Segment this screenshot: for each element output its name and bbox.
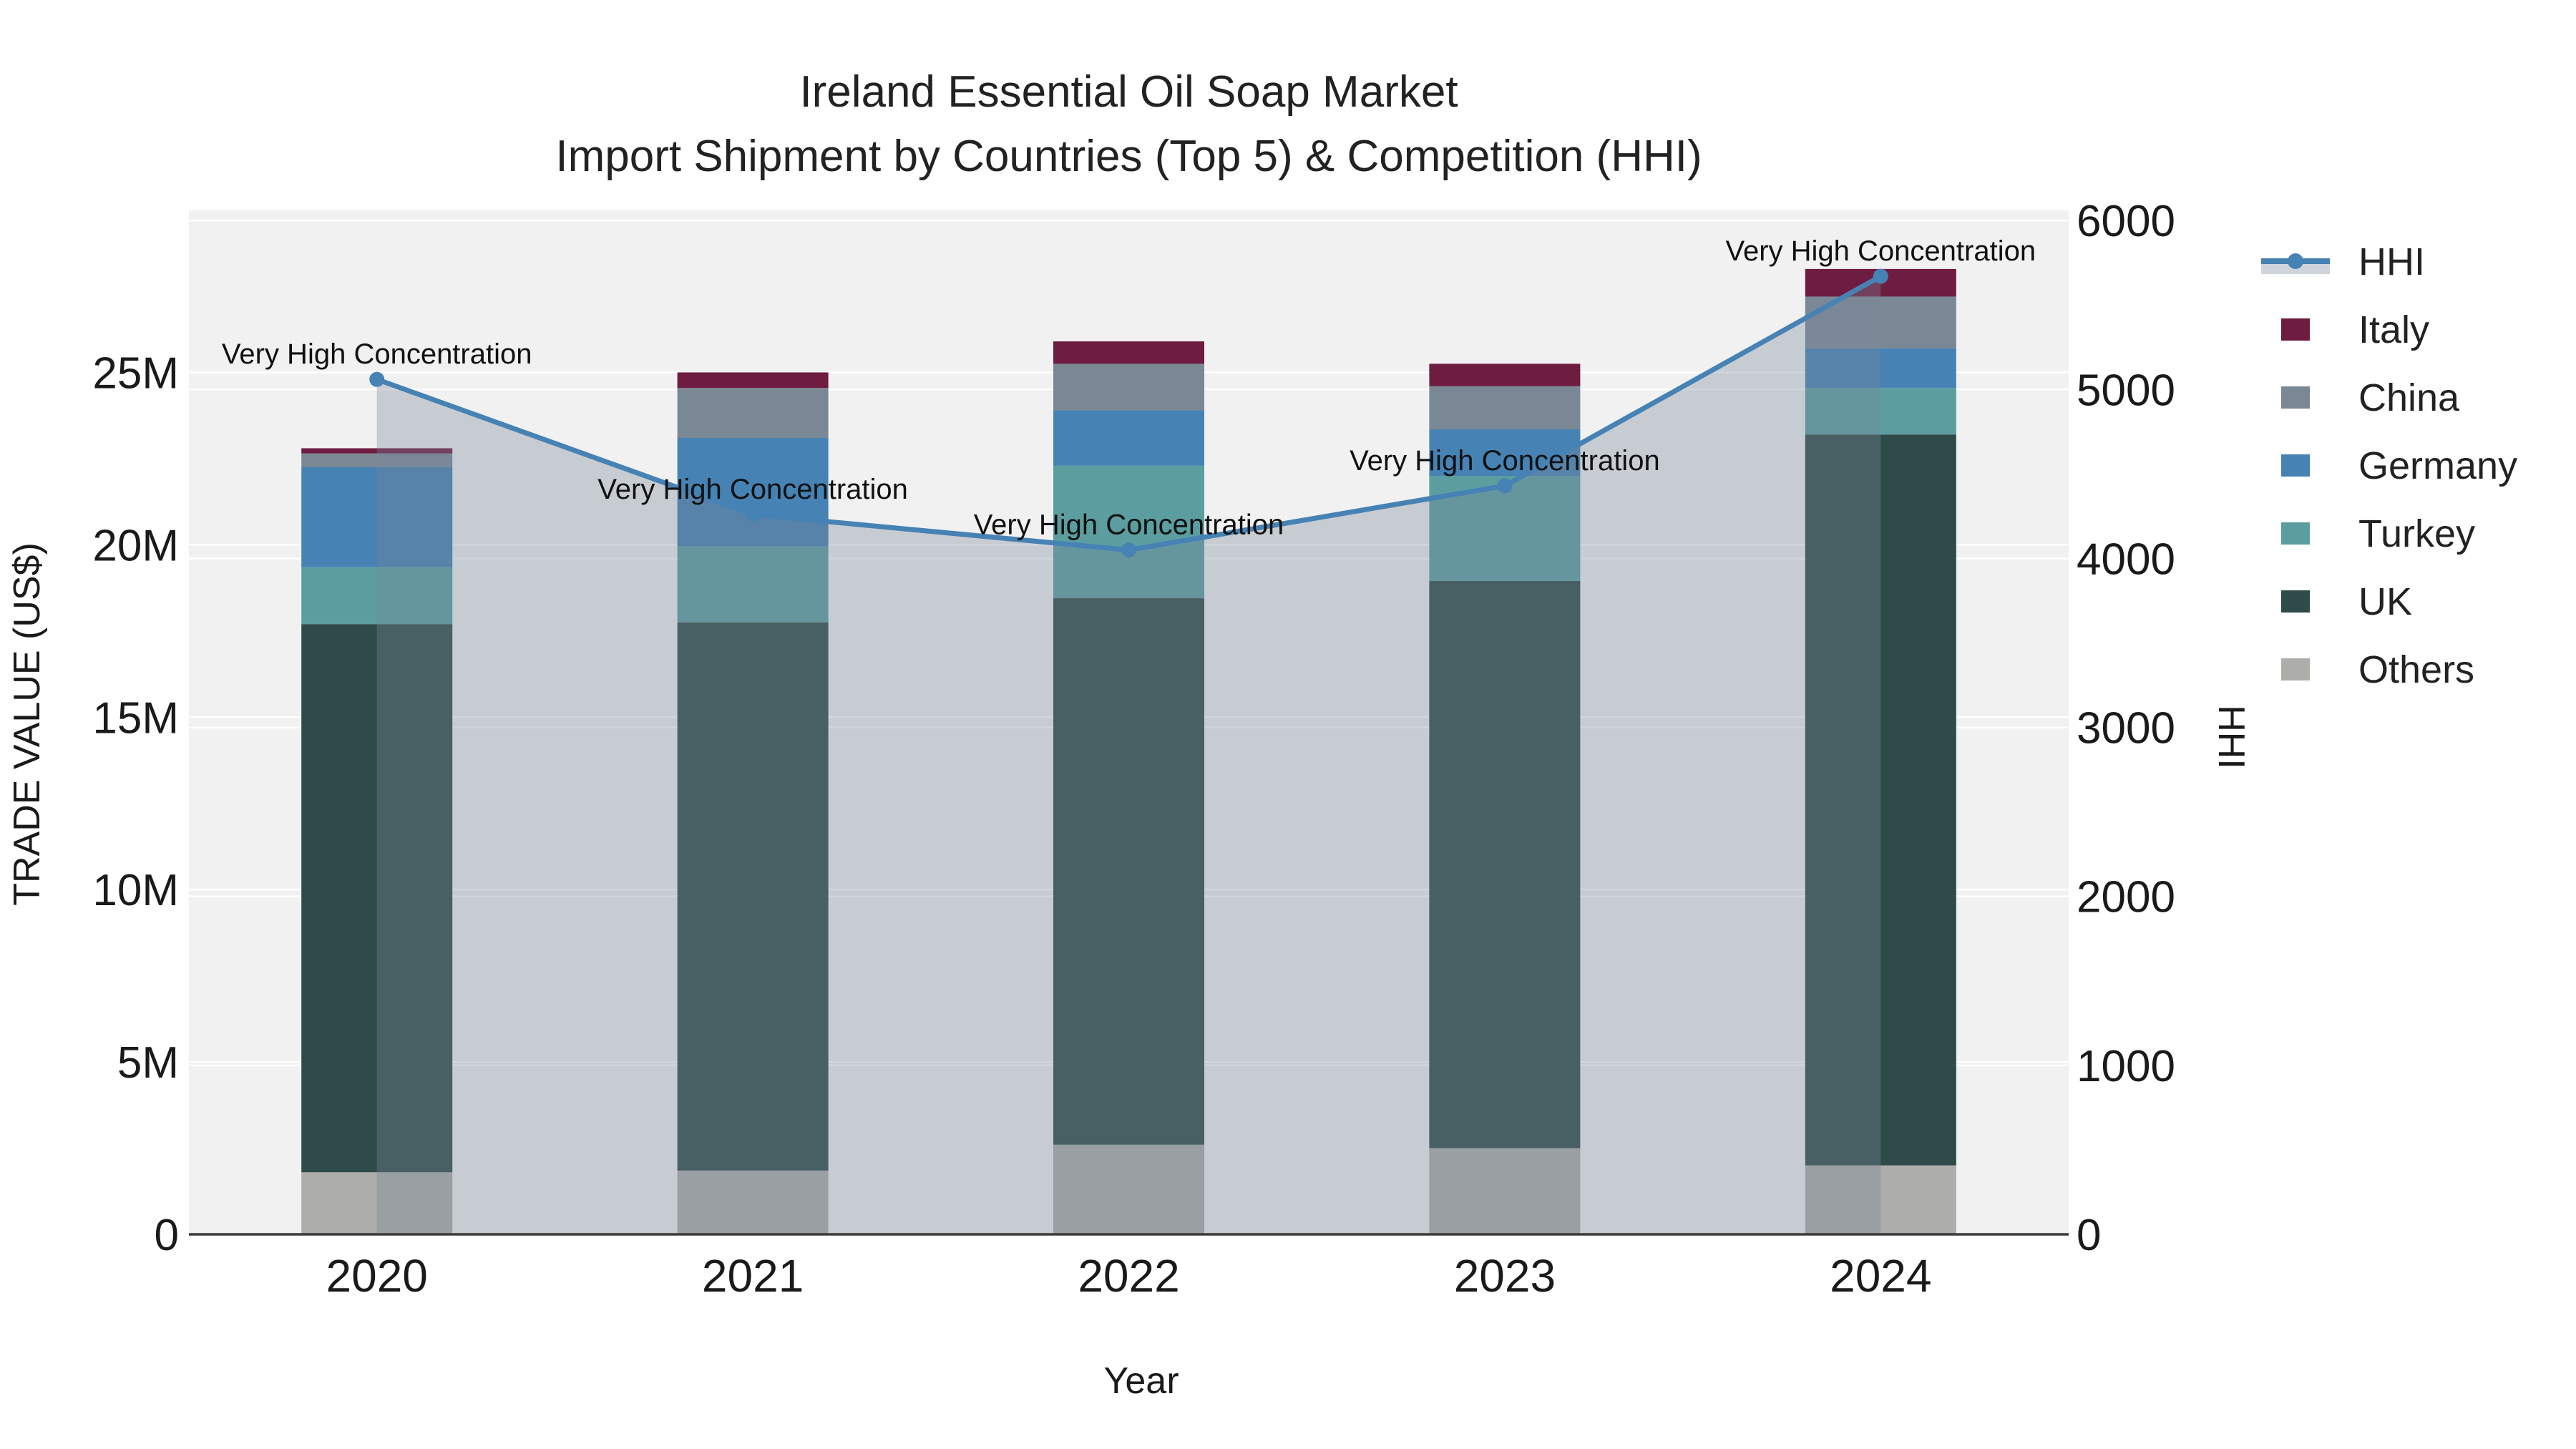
bar-2024-others[interactable]	[1805, 1165, 1956, 1234]
y-left-tick-5M: 5M	[117, 1038, 179, 1088]
hhi-marker-2021[interactable]	[745, 507, 761, 522]
bar-2021-china[interactable]	[677, 388, 829, 438]
chart-title-line1: Ireland Essential Oil Soap Market	[799, 67, 1458, 117]
y-right-tick-5000: 5000	[2077, 366, 2175, 415]
x-tick-2022[interactable]: 2022	[1078, 1250, 1179, 1302]
bar-2020-others[interactable]	[301, 1172, 453, 1234]
bar-2021-uk[interactable]	[677, 622, 829, 1171]
bar-2023-germany[interactable]	[1429, 429, 1581, 476]
y-axis-title-right: HHI	[2210, 705, 2252, 769]
legend-swatch-icon	[2281, 454, 2310, 477]
legend-label: China	[2358, 376, 2460, 419]
bar-2020-uk[interactable]	[301, 624, 453, 1173]
legend-swatch-icon	[2281, 318, 2310, 341]
y-right-tick-1000: 1000	[2077, 1042, 2175, 1091]
y-left-tick-25M: 25M	[92, 348, 179, 398]
y-axis-title-left: TRADE VALUE (US$)	[6, 542, 48, 906]
legend-swatch-icon	[2281, 522, 2310, 545]
legend-item-china[interactable]: China	[2261, 364, 2517, 431]
x-tick-2020[interactable]: 2020	[326, 1250, 428, 1302]
legend-swatch-icon	[2281, 386, 2310, 409]
legend-swatch-icon	[2281, 658, 2310, 680]
y-left-tick-0: 0	[155, 1211, 179, 1260]
x-tick-2023[interactable]: 2023	[1454, 1250, 1556, 1302]
legend-label: Turkey	[2358, 512, 2476, 555]
hhi-marker-2023[interactable]	[1497, 478, 1513, 494]
bar-2022-china[interactable]	[1053, 364, 1204, 411]
annotation-2022: Very High Concentration	[974, 509, 1284, 541]
legend-item-uk[interactable]: UK	[2261, 567, 2517, 635]
y-left-tick-20M: 20M	[92, 521, 179, 570]
bar-2021-germany[interactable]	[677, 438, 829, 547]
bar-2021-italy[interactable]	[677, 372, 829, 389]
hhi-marker-2024[interactable]	[1873, 268, 1888, 284]
legend-swatch-icon	[2281, 590, 2310, 613]
bar-2020-china[interactable]	[301, 453, 453, 467]
bar-2022-others[interactable]	[1053, 1144, 1204, 1234]
bar-2021-turkey[interactable]	[677, 546, 829, 623]
bar-2024-turkey[interactable]	[1805, 388, 1956, 435]
annotation-2021: Very High Concentration	[597, 474, 908, 505]
y-right-tick-2000: 2000	[2077, 873, 2175, 922]
bar-2022-turkey[interactable]	[1053, 465, 1204, 599]
y-right-tick-0: 0	[2077, 1211, 2101, 1260]
legend-item-others[interactable]: Others	[2261, 635, 2517, 703]
chart-title-line2: Import Shipment by Countries (Top 5) & C…	[555, 132, 1702, 181]
y-left-tick-10M: 10M	[92, 866, 179, 915]
annotation-2023: Very High Concentration	[1350, 445, 1660, 477]
bar-2023-uk[interactable]	[1429, 580, 1581, 1148]
x-axis-title: Year	[1103, 1360, 1179, 1402]
legend-label: Italy	[2358, 308, 2430, 351]
legend-item-italy[interactable]: Italy	[2261, 296, 2517, 364]
x-tick-2024[interactable]: 2024	[1830, 1250, 1931, 1302]
bar-2020-germany[interactable]	[301, 467, 453, 567]
bar-2020-turkey[interactable]	[301, 567, 453, 625]
legend-line-marker-icon	[2261, 250, 2330, 274]
y-left-tick-15M: 15M	[92, 693, 179, 743]
hhi-marker-2022[interactable]	[1121, 542, 1136, 558]
annotation-2020: Very High Concentration	[222, 338, 532, 370]
legend-item-turkey[interactable]: Turkey	[2261, 499, 2517, 567]
bar-2023-italy[interactable]	[1429, 364, 1581, 386]
y-right-tick-6000: 6000	[2077, 197, 2175, 246]
legend-label: HHI	[2358, 240, 2425, 283]
y-right-tick-3000: 3000	[2077, 704, 2175, 753]
legend-item-germany[interactable]: Germany	[2261, 431, 2517, 499]
bar-2020-italy[interactable]	[301, 448, 453, 454]
legend-label: Others	[2358, 648, 2475, 691]
bar-2024-germany[interactable]	[1805, 348, 1956, 389]
legend-item-hhi[interactable]: HHI	[2261, 228, 2517, 296]
hhi-marker-2020[interactable]	[369, 371, 385, 387]
bar-2023-china[interactable]	[1429, 386, 1581, 429]
legend-label: UK	[2358, 580, 2413, 623]
y-right-tick-4000: 4000	[2077, 535, 2175, 584]
bar-2024-uk[interactable]	[1805, 434, 1956, 1166]
bar-2022-uk[interactable]	[1053, 598, 1204, 1145]
bar-2022-germany[interactable]	[1053, 410, 1204, 466]
x-tick-2021[interactable]: 2021	[702, 1250, 804, 1302]
bar-2022-italy[interactable]	[1053, 341, 1204, 364]
legend: HHI Italy China Germany Turkey UK Others	[2261, 228, 2517, 703]
bar-2023-others[interactable]	[1429, 1148, 1581, 1234]
bar-2021-others[interactable]	[677, 1170, 829, 1234]
legend-label: Germany	[2358, 444, 2518, 487]
annotation-2024: Very High Concentration	[1726, 235, 2036, 267]
chart-title: Ireland Essential Oil Soap Market Import…	[189, 60, 2069, 189]
